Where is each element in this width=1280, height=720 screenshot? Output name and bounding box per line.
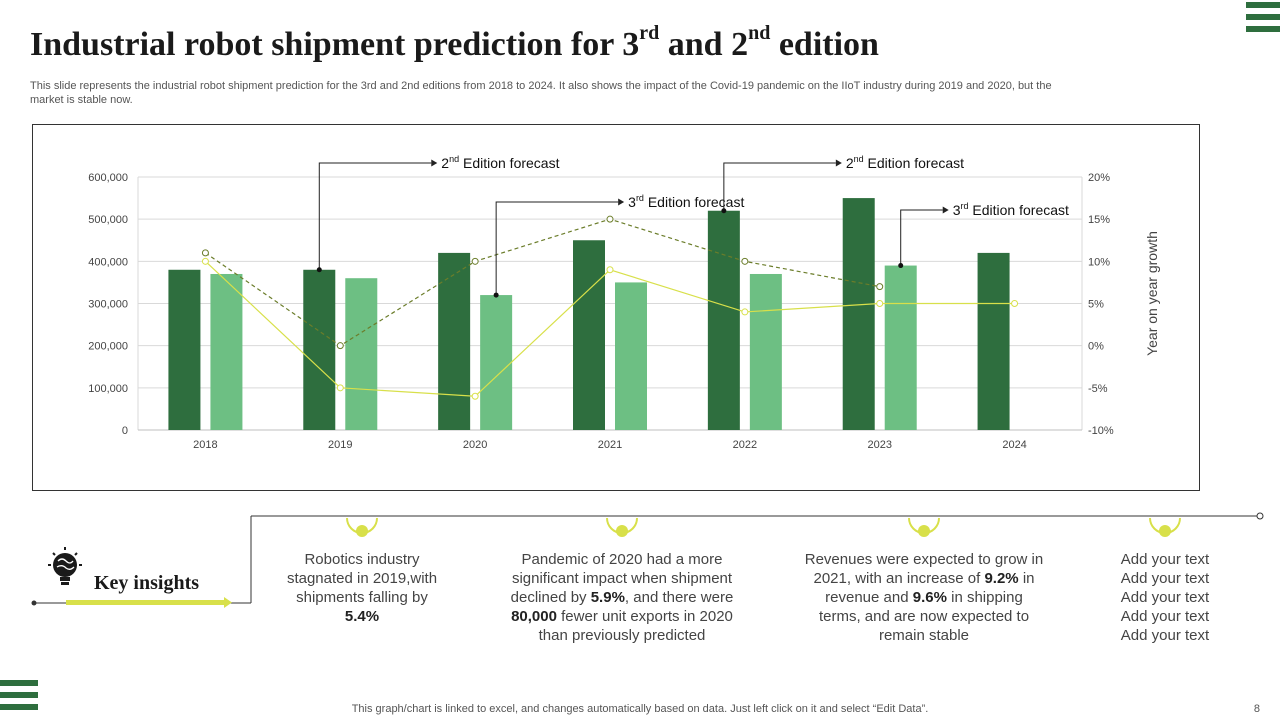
insights-timeline: [31, 512, 1264, 608]
timeline-marker-2: [606, 517, 638, 537]
insight-4-placeholder[interactable]: Add your text Add your text Add your tex…: [1100, 550, 1230, 645]
key-insights-label: Key insights: [94, 572, 200, 594]
bar-third-edition: [884, 265, 917, 430]
y-right-tick-label: 20%: [1088, 172, 1110, 184]
corner-decoration-top-right: [1246, 2, 1280, 38]
bar-third-edition: [749, 273, 782, 430]
bar-second-edition: [303, 269, 336, 430]
bar-third-edition: [210, 273, 243, 430]
annotation-arrowhead: [618, 198, 625, 206]
insight-2: Pandemic of 2020 had a more significant …: [510, 551, 734, 644]
growth-point: [336, 342, 344, 350]
y-right-tick-label: 10%: [1088, 256, 1110, 268]
annotation-leader: [900, 209, 943, 266]
bar-second-edition: [842, 198, 875, 430]
growth-point: [741, 308, 749, 316]
y-left-tick-label: 600,000: [88, 172, 128, 184]
annotation-leader: [318, 162, 432, 270]
x-tick-label: 2020: [463, 439, 487, 451]
brain-bulb-icon: [48, 547, 82, 585]
timeline-dot-start: [31, 600, 37, 606]
add-text-line: Add your text: [1120, 627, 1210, 644]
bar-second-edition: [977, 252, 1010, 430]
bar-second-edition: [438, 252, 471, 430]
growth-point: [1011, 300, 1019, 307]
annotation-label: 2nd Edition forecast: [846, 154, 964, 171]
y-right-tick-label: 15%: [1088, 214, 1110, 226]
footer-note: This graph/chart is linked to excel, and…: [351, 703, 929, 715]
annotation-anchor: [493, 292, 499, 298]
growth-point: [741, 257, 749, 265]
bar-third-edition: [615, 282, 647, 430]
growth-point: [606, 266, 614, 274]
add-text-line: Add your text: [1120, 551, 1210, 568]
bar-second-edition: [573, 240, 605, 430]
bar-second-edition: [707, 210, 740, 430]
x-tick-label: 2019: [328, 439, 352, 451]
add-text-line: Add your text: [1120, 589, 1210, 606]
annotation-label: 3rd Edition forecast: [953, 201, 1069, 218]
growth-point: [471, 392, 479, 400]
growth-point: [876, 300, 884, 307]
y-left-tick-label: 400,000: [88, 256, 128, 268]
bar-third-edition: [480, 295, 513, 430]
x-tick-label: 2022: [733, 439, 757, 451]
y-right-tick-label: 5%: [1088, 299, 1104, 311]
y-right-tick-label: -10%: [1088, 425, 1114, 437]
x-tick-label: 2021: [598, 439, 622, 451]
annotation-label: 3rd Edition forecast: [628, 193, 744, 210]
page-subtitle: This slide represents the industrial rob…: [30, 80, 1052, 106]
add-text-line: Add your text: [1120, 570, 1210, 587]
growth-point: [336, 384, 344, 392]
annotation-label: 2nd Edition forecast: [441, 154, 559, 171]
add-text-line: Add your text: [1120, 608, 1210, 625]
x-tick-label: 2024: [1002, 439, 1026, 451]
annotation-anchor: [898, 263, 904, 269]
growth-point: [471, 257, 479, 265]
growth-point: [606, 215, 614, 223]
annotation-leader: [723, 162, 836, 211]
growth-point: [201, 257, 209, 265]
y-right-tick-label: -5%: [1088, 383, 1108, 395]
insight-3: Revenues were expected to grow in 2021, …: [804, 551, 1044, 644]
y-left-tick-label: 500,000: [88, 214, 128, 226]
key-insights-bar: [66, 600, 226, 605]
bar-third-edition: [345, 278, 378, 430]
page-title: Industrial robot shipment prediction for…: [30, 22, 879, 63]
bar-second-edition: [168, 269, 201, 430]
annotation-arrowhead: [431, 159, 438, 167]
y-right-axis-label: Year on year growth: [1144, 231, 1160, 356]
y-left-tick-label: 200,000: [88, 341, 128, 353]
annotation-leader: [495, 201, 619, 296]
page-number: 8: [1253, 703, 1260, 715]
annotation-anchor: [316, 267, 322, 273]
timeline-dot-end: [1256, 512, 1264, 520]
y-right-tick-label: 0%: [1088, 341, 1104, 353]
annotation-anchor: [721, 208, 727, 214]
chart-frame[interactable]: 0 100,000 200,000 300,000 400,000 500,000 600,…: [32, 124, 1200, 491]
timeline-marker-3: [908, 517, 940, 537]
growth-line-second-edition: [205, 218, 880, 347]
y-left-tick-label: 300,000: [88, 299, 128, 311]
y-left-tick-label: 100,000: [88, 383, 128, 395]
combo-chart: 0 100,000 200,000 300,000 400,000 500,000 600,…: [88, 154, 1160, 451]
growth-point: [876, 283, 884, 291]
x-tick-label: 2023: [867, 439, 891, 451]
y-left-tick-label: 0: [122, 425, 128, 437]
corner-decoration-bottom-left: [0, 680, 38, 716]
annotation-arrowhead: [942, 206, 949, 214]
timeline-marker-1: [346, 517, 378, 537]
timeline-marker-4: [1149, 517, 1181, 537]
annotation-arrowhead: [835, 159, 842, 167]
x-tick-label: 2018: [193, 439, 217, 451]
key-insights-arrow: [224, 597, 232, 608]
growth-point: [201, 249, 209, 257]
insight-1: Robotics industry stagnated in 2019,with…: [286, 551, 438, 625]
